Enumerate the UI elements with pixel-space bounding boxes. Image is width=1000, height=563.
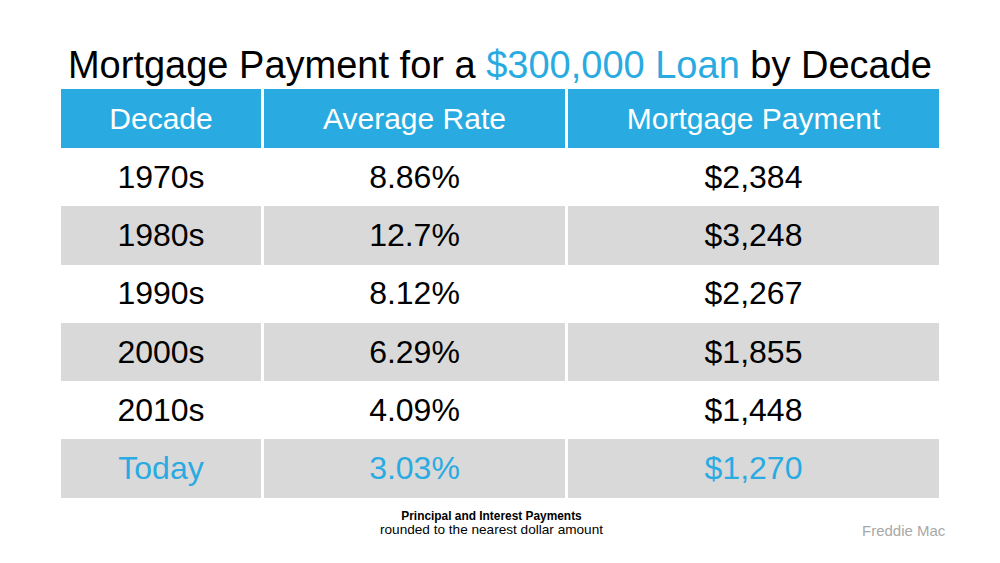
header-decade: Decade	[61, 89, 261, 148]
cell-rate: 8.12%	[264, 265, 565, 323]
page-title: Mortgage Payment for a $300,000 Loan by …	[0, 46, 1000, 84]
cell-payment: $1,448	[568, 381, 939, 439]
cell-payment: $2,267	[568, 265, 939, 323]
table-header-row: Decade Average Rate Mortgage Payment	[61, 89, 939, 148]
title-suffix: by Decade	[740, 44, 932, 86]
header-mortgage-payment: Mortgage Payment	[568, 89, 939, 148]
cell-decade: 2000s	[61, 323, 261, 381]
table-row: 1990s 8.12% $2,267	[61, 265, 939, 323]
title-prefix: Mortgage Payment for a	[68, 44, 486, 86]
table-row: 1980s 12.7% $3,248	[61, 206, 939, 264]
cell-decade: 1990s	[61, 265, 261, 323]
table-row-today: Today 3.03% $1,270	[61, 439, 939, 497]
title-loan-amount: $300,000 Loan	[486, 44, 740, 86]
cell-decade: Today	[61, 439, 261, 497]
mortgage-table: Decade Average Rate Mortgage Payment 197…	[61, 89, 939, 498]
cell-payment: $1,855	[568, 323, 939, 381]
footnote: Principal and Interest Payments rounded …	[0, 510, 983, 538]
cell-decade: 1970s	[61, 148, 261, 206]
cell-rate: 12.7%	[264, 206, 565, 264]
cell-decade: 1980s	[61, 206, 261, 264]
footnote-line2: rounded to the nearest dollar amount	[0, 523, 983, 538]
cell-decade: 2010s	[61, 381, 261, 439]
cell-rate: 4.09%	[264, 381, 565, 439]
source-attribution: Freddie Mac	[862, 522, 945, 539]
header-average-rate: Average Rate	[264, 89, 565, 148]
cell-payment: $1,270	[568, 439, 939, 497]
cell-payment: $3,248	[568, 206, 939, 264]
table-row: 1970s 8.86% $2,384	[61, 148, 939, 206]
cell-rate: 8.86%	[264, 148, 565, 206]
table-row: 2010s 4.09% $1,448	[61, 381, 939, 439]
cell-rate: 3.03%	[264, 439, 565, 497]
cell-payment: $2,384	[568, 148, 939, 206]
table-row: 2000s 6.29% $1,855	[61, 323, 939, 381]
cell-rate: 6.29%	[264, 323, 565, 381]
